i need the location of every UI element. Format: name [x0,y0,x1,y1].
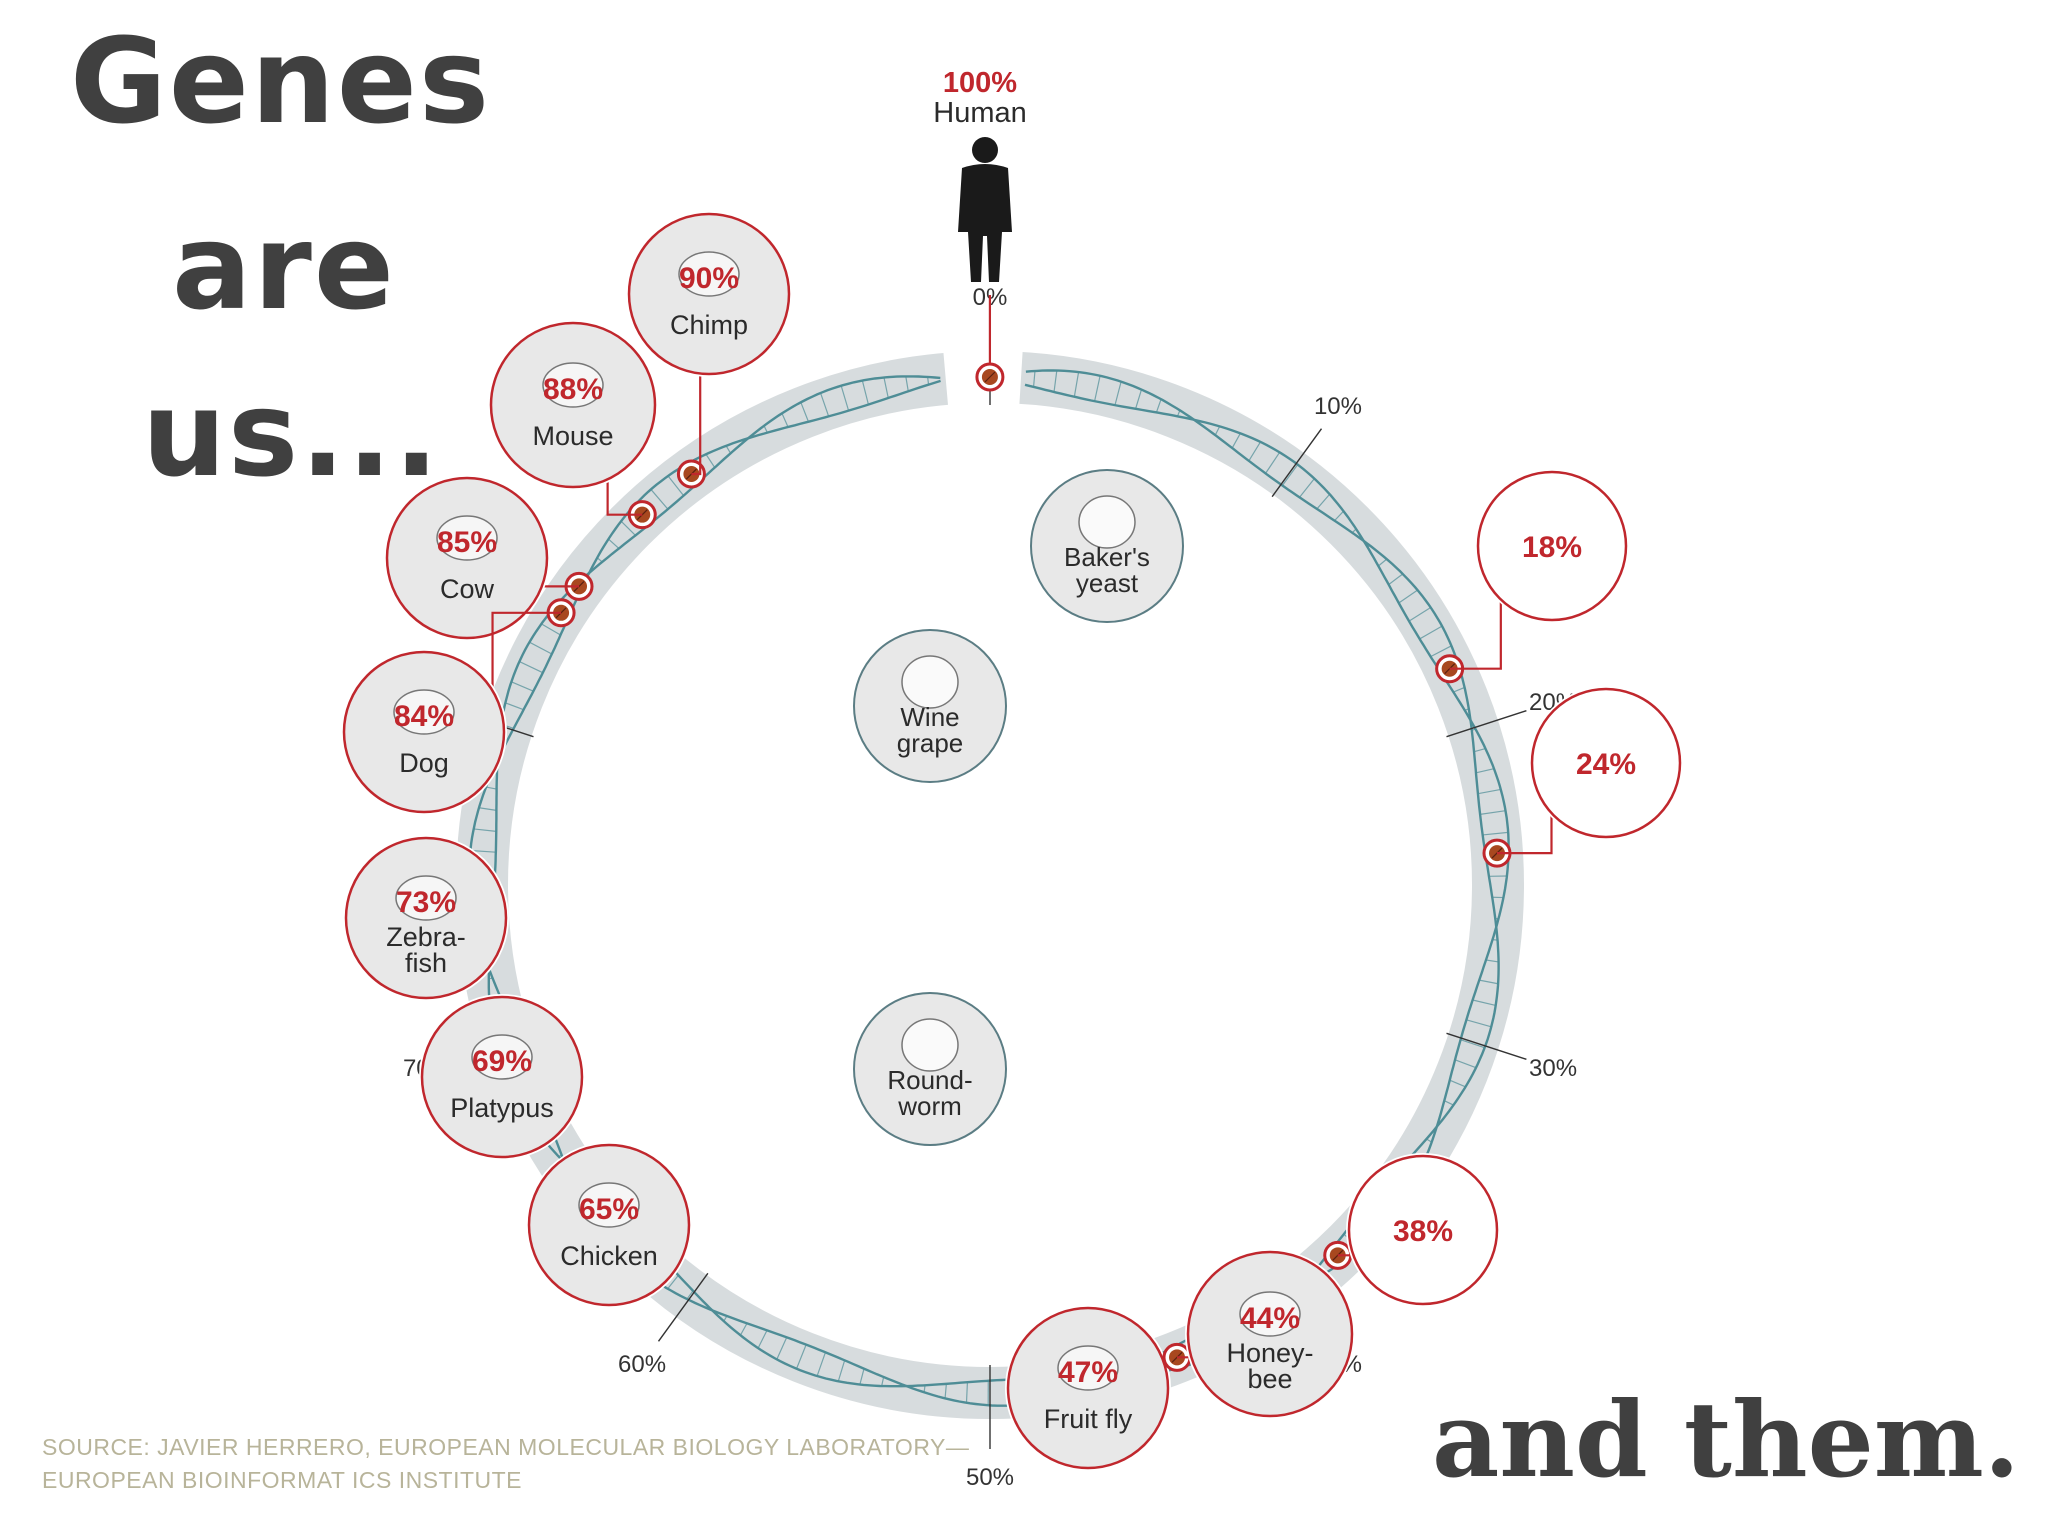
mouse-icon [542,362,604,408]
pct-label: 88% [543,373,603,406]
center-bubble-roundworm: Round-worm [853,992,1007,1146]
yeast-icon [1078,495,1136,549]
pct-label: 85% [437,526,497,559]
organism-cow: 85% Cow [384,475,594,641]
platypus-icon [471,1034,533,1080]
wine-grape-icon [901,655,959,709]
scale-tick [1446,1032,1527,1060]
pct-label: 90% [679,262,739,295]
organism-dog: 84% Dog [341,598,576,815]
title-line-2: are [172,198,396,336]
chimp-icon [678,251,740,297]
scale-tick-label: 10% [1314,393,1362,420]
organism-mouse: 88% Mouse [488,320,658,530]
organism-name: Chimp [670,310,748,340]
organism-name: Honey- [1226,1338,1313,1368]
pct-label: 69% [472,1045,532,1078]
scale-tick [657,1272,709,1342]
helix-strand-b [468,379,1510,1407]
organism-zebrafish: 73%Zebra-fish [343,835,509,1001]
organism-name: Dog [399,748,449,778]
organism-chicken: 65% Chicken [526,1142,692,1308]
scale-tick-label: 50% [966,1464,1014,1491]
scale-tick [1271,428,1323,498]
dog-icon [393,689,455,735]
organism-name: Baker's [1064,542,1150,572]
organism-chimp: 90% Chimp [626,211,792,489]
roundworm-icon [901,1018,959,1072]
human-silhouette-icon [958,137,1012,282]
organism-roundworm: 38% Round-worm [853,992,1500,1307]
organism-name: Chicken [560,1241,658,1271]
cow-icon [436,515,498,561]
bubble [1476,470,1628,622]
helix-strand-a [487,369,1500,1388]
fruit-fly-icon [1057,1345,1119,1391]
bubble [1530,687,1682,839]
honeybee-icon [1239,1291,1301,1337]
pct-label: 65% [579,1193,639,1226]
title-line-3: us... [142,365,441,503]
human-name: Human [933,97,1027,129]
organism-honeybee: 44%Honey-bee [1162,1249,1355,1419]
organism-platypus: 69% Platypus [419,994,585,1160]
organism-fruitfly: 47% Fruit fly [1005,1305,1171,1471]
organism-name: bee [1247,1364,1292,1394]
pct-label: 18% [1522,531,1582,564]
pct-label: 24% [1576,748,1636,781]
scale-tick-label: 30% [1529,1055,1577,1082]
human-figure: 100%Human [933,67,1027,392]
ring-marker [975,362,1005,392]
scale-tick [1446,710,1527,738]
organism-bubbles: 90% Chimp 88% Mouse 85% Cow 84% Dog 73%Zebra-fis… [341,211,1683,1471]
pct-label: 44% [1240,1302,1300,1335]
pct-label: 38% [1393,1215,1453,1248]
organism-name: Round- [887,1065,972,1095]
zebrafish-icon [395,875,457,921]
pct-label: 84% [394,700,454,733]
source-line-1: SOURCE: JAVIER HERRERO, EUROPEAN MOLECUL… [42,1434,970,1460]
organism-name: Mouse [532,421,613,451]
organism-name: Cow [440,574,495,604]
organism-name: fish [405,948,447,978]
tagline: and them. [1432,1378,2020,1501]
pct-label: 47% [1058,1356,1118,1389]
chicken-icon [578,1182,640,1228]
human-pct: 100% [943,67,1017,99]
scale-tick-label: 60% [618,1351,666,1378]
pct-label: 73% [396,886,456,919]
title-line-1: Genes [70,12,492,150]
organism-name: worm [897,1091,962,1121]
organism-name: Zebra- [386,922,466,952]
organism-name: Fruit fly [1044,1404,1133,1434]
organism-name: Platypus [450,1093,554,1123]
bubble [1347,1154,1499,1306]
organism-name: yeast [1076,568,1139,598]
organism-name: Wine [900,702,959,732]
source-line-2: EUROPEAN BIOINFORMAT ICS INSTITUTE [42,1467,523,1493]
organism-name: grape [897,728,964,758]
